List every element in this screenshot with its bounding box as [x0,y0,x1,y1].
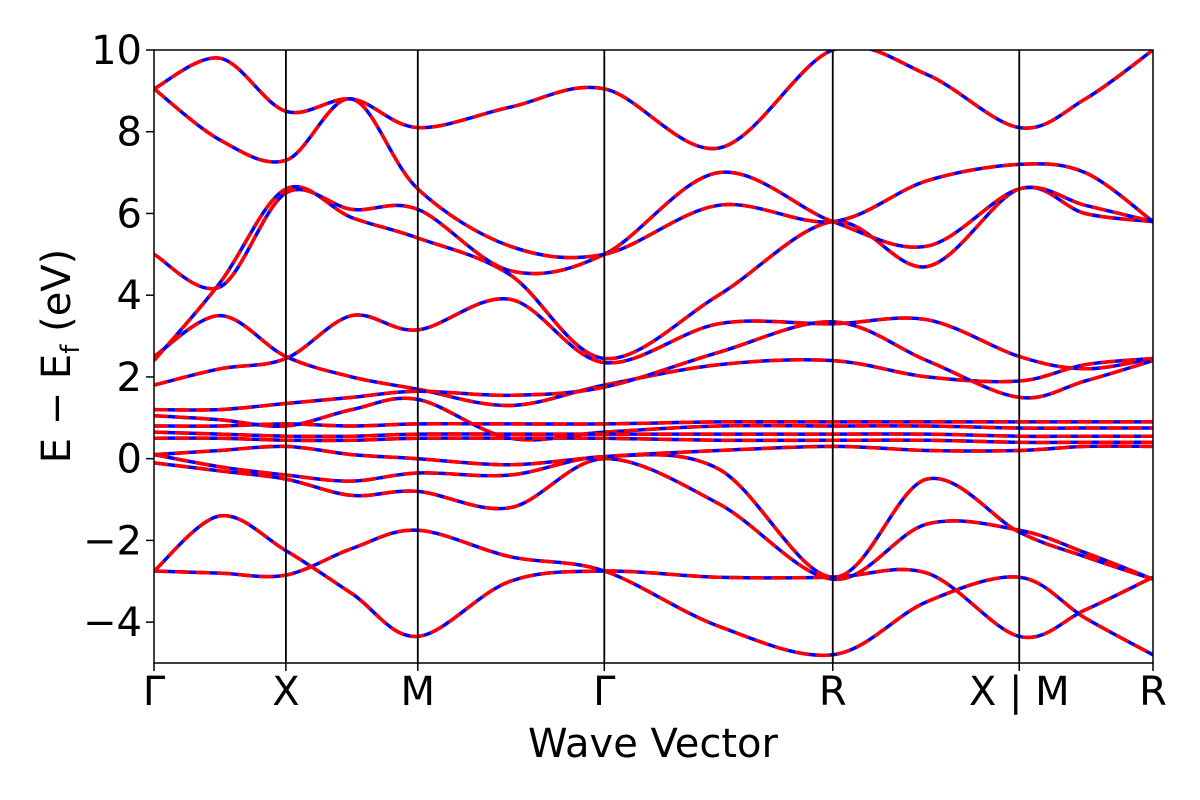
band-line-fit [154,430,1153,439]
x-tick-label: Γ [593,669,616,715]
band-line-fit [154,185,1153,362]
y-tick-label: 2 [117,355,142,401]
y-tick-label: 10 [91,28,142,74]
band-line-fit [154,87,1153,260]
x-tick-label: Γ [143,669,166,715]
y-tick-label: −4 [83,600,142,646]
y-tick-label: 4 [117,273,142,319]
x-tick-label: X [272,669,299,715]
y-tick-label: 6 [117,191,142,237]
x-axis-label: Wave Vector [528,721,779,767]
y-tick-label: 0 [117,437,142,483]
y-axis: −4 −2 0 2 4 6 8 10 [83,28,154,646]
y-tick-label: −2 [83,518,142,564]
band-line-dft [154,50,1153,151]
y-axis-label-sub: f [56,344,86,354]
band-line-fit [154,436,1153,445]
x-tick-label: R [1139,669,1167,715]
band-line-fit [154,320,1153,412]
x-tick-label: X | M [969,669,1070,715]
plot-frame [153,49,1154,664]
y-axis-label-unit: (eV) [34,249,80,345]
y-axis-label-main: E − E [34,354,80,464]
band-line-fit [154,170,1153,291]
band-line-fit [154,419,1153,428]
y-tick-label: 8 [117,110,142,156]
band-line-fit [154,50,1153,151]
band-line-dft [154,320,1153,412]
bands-layer [154,50,1153,658]
kpath-lines [284,50,1021,663]
y-axis-label: E − Ef (eV) [34,249,86,464]
band-line-dft [154,185,1153,362]
band-line-fit [154,452,1153,581]
x-tick-label: R [819,669,847,715]
band-line-fit [154,456,1153,581]
band-line-fit [154,444,1153,467]
x-tick-label: M [401,669,436,715]
band-line-dft [154,528,1153,658]
x-axis: Γ X M Γ R X | M R [143,663,1167,715]
